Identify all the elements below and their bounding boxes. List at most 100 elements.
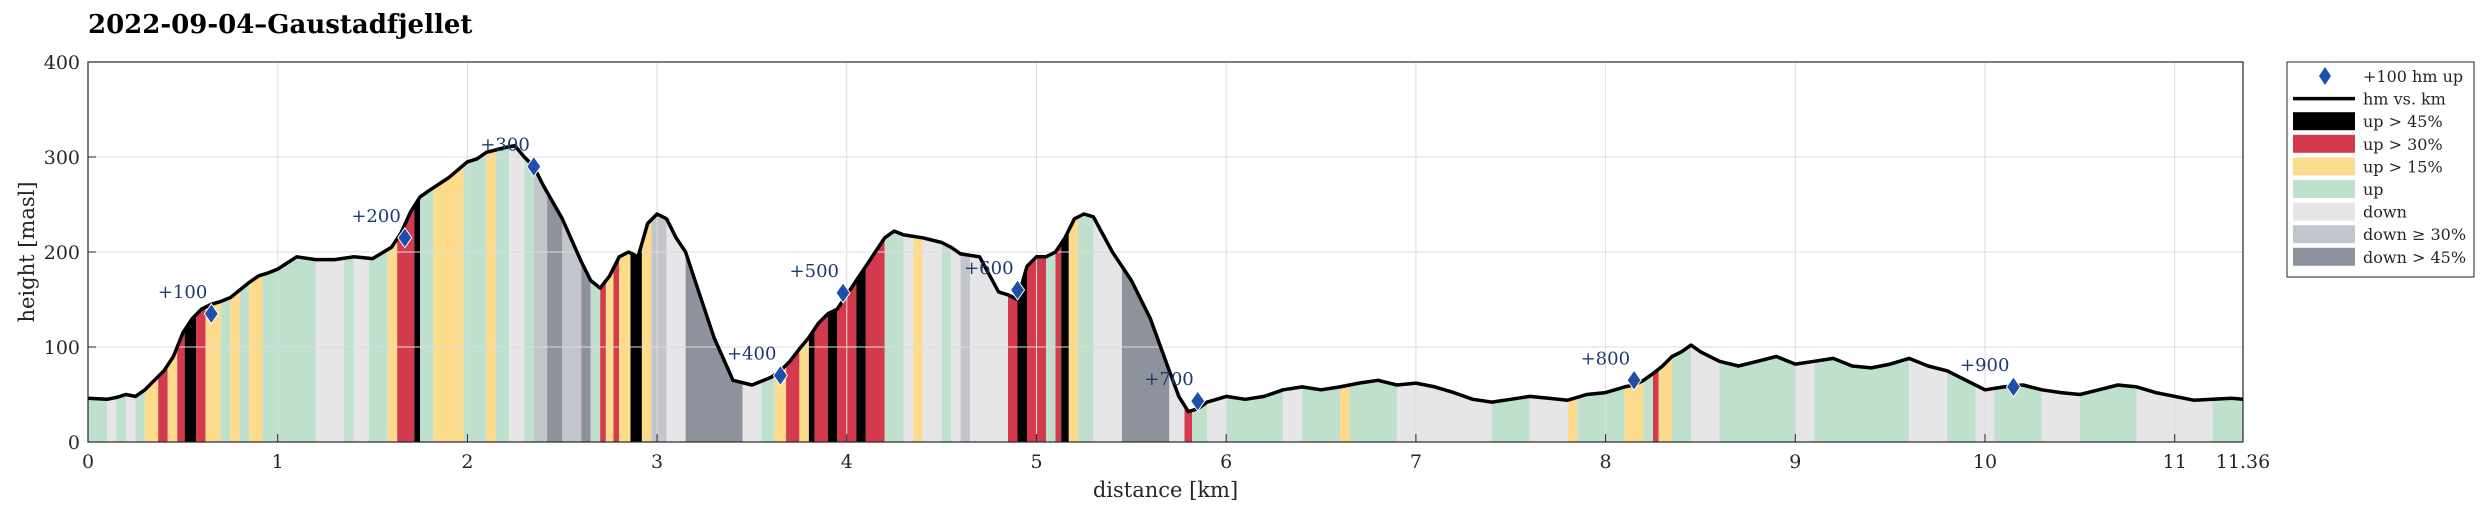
slope-band-down — [509, 145, 525, 442]
slope-band-up15 — [144, 376, 159, 442]
x-tick-label: 5 — [1030, 451, 1042, 473]
slope-band-up15 — [1624, 380, 1644, 442]
slope-band-down30 — [562, 218, 582, 442]
hm-up-marker-label: +600 — [964, 258, 1013, 279]
slope-band-down — [742, 381, 762, 442]
slope-band-up15 — [1567, 397, 1578, 442]
slope-band-up15 — [1068, 216, 1079, 442]
slope-band-up15 — [1340, 385, 1350, 442]
legend-swatch-up30 — [2293, 134, 2355, 153]
slope-band-up — [344, 256, 354, 442]
slope-band-up30 — [814, 313, 828, 442]
slope-band-up30 — [865, 237, 885, 442]
x-axis-label: distance [km] — [1093, 478, 1238, 502]
legend-swatch-down30 — [2293, 225, 2355, 244]
slope-band-down — [1529, 396, 1568, 442]
hm-up-marker-label: +100 — [158, 282, 207, 303]
slope-band-up — [495, 146, 510, 442]
hm-up-marker-label: +200 — [351, 206, 400, 227]
slope-band-up15 — [249, 274, 263, 442]
slope-band-down — [1795, 361, 1815, 442]
slope-band-up — [1078, 214, 1094, 442]
slope-band-down — [1169, 370, 1185, 442]
slope-band-up — [1192, 402, 1208, 442]
slope-bands — [88, 145, 2243, 443]
slope-band-up45 — [184, 314, 197, 442]
slope-band-up15 — [1658, 356, 1672, 442]
x-tick-label: 11 — [2163, 451, 2187, 473]
slope-band-up — [116, 394, 126, 442]
slope-band-up — [262, 256, 316, 442]
slope-band-down — [1093, 216, 1122, 442]
legend-label: up > 45% — [2363, 112, 2443, 131]
slope-band-up30 — [177, 329, 185, 442]
slope-band-up — [368, 249, 388, 442]
hm-up-marker-label: +300 — [480, 135, 529, 156]
slope-band-down — [315, 258, 345, 442]
legend-label: hm vs. km — [2363, 90, 2446, 109]
x-tick-label: 3 — [651, 451, 663, 473]
slope-band-down45 — [1121, 266, 1170, 442]
slope-band-up — [420, 187, 434, 442]
slope-band-down30 — [651, 214, 667, 442]
slope-band-up — [220, 297, 231, 442]
hm-up-marker — [835, 281, 851, 304]
slope-band-up45 — [808, 328, 815, 442]
hm-up-marker-label: +800 — [1581, 348, 1630, 369]
slope-band-up45 — [856, 266, 866, 442]
legend-label: down — [2363, 203, 2407, 222]
hm-up-marker — [1190, 390, 1206, 413]
hm-up-marker — [1626, 369, 1642, 392]
legend-label: up > 30% — [2363, 135, 2443, 154]
slope-band-up — [1672, 345, 1691, 442]
slope-band-up — [761, 374, 775, 442]
slope-band-up15 — [641, 219, 652, 442]
slope-band-up — [1226, 389, 1284, 442]
y-tick-label: 100 — [44, 337, 80, 359]
slope-band-down — [2041, 389, 2080, 442]
slope-band-down — [1909, 358, 1948, 442]
legend-swatch-marker — [2319, 67, 2331, 85]
slope-band-up15 — [205, 301, 221, 442]
slope-band-up15 — [387, 238, 398, 442]
slope-band-up — [524, 157, 534, 442]
x-tick-label: 11.36 — [2216, 451, 2270, 473]
x-tick-label: 0 — [82, 451, 94, 473]
hm-up-marker — [526, 155, 542, 178]
hm-up-marker — [397, 226, 413, 249]
x-tick-label: 8 — [1600, 451, 1612, 473]
slope-band-down — [1283, 386, 1303, 442]
slope-band-down — [970, 255, 1008, 442]
y-tick-label: 200 — [44, 242, 80, 264]
slope-band-down45 — [547, 192, 563, 442]
slope-band-up30 — [1008, 294, 1018, 442]
x-tick-label: 9 — [1789, 451, 1801, 473]
legend-swatch-up — [2293, 180, 2355, 198]
slope-band-down — [107, 397, 117, 442]
slope-band-up — [2079, 385, 2137, 442]
slope-band-up15 — [486, 149, 496, 442]
slope-band-up — [941, 242, 952, 442]
slope-band-up30 — [786, 348, 800, 442]
slope-band-down — [903, 234, 914, 442]
slope-band-up — [1302, 386, 1340, 442]
slope-band-down30 — [533, 166, 548, 442]
slope-band-up15 — [605, 268, 614, 442]
legend-swatch-down45 — [2293, 247, 2355, 266]
slope-band-up — [1719, 356, 1796, 442]
chart-title: 2022-09-04–Gaustadfjellet — [88, 10, 473, 40]
slope-band-up — [463, 152, 487, 443]
hm-up-marker-label: +700 — [1144, 369, 1193, 390]
slope-band-up15 — [167, 347, 178, 442]
slope-band-up — [1814, 358, 1910, 442]
slope-band-up45 — [630, 243, 642, 442]
y-tick-label: 400 — [44, 52, 80, 74]
hm-up-marker — [203, 302, 219, 325]
legend-swatch-down — [2293, 202, 2355, 221]
slope-band-down — [951, 247, 961, 442]
slope-band-up — [1994, 385, 2042, 442]
hm-up-markers: +100 +200 +300 +400 +500 +600 +700 +800 +900 — [158, 135, 2022, 413]
axis-ticks: 0 1 2 3 4 5 6 7 8 9 10 11 11.36 0 100 200 300 400 — [44, 52, 2270, 473]
hm-up-marker-label: +500 — [790, 261, 839, 282]
hm-up-marker — [1009, 279, 1026, 301]
